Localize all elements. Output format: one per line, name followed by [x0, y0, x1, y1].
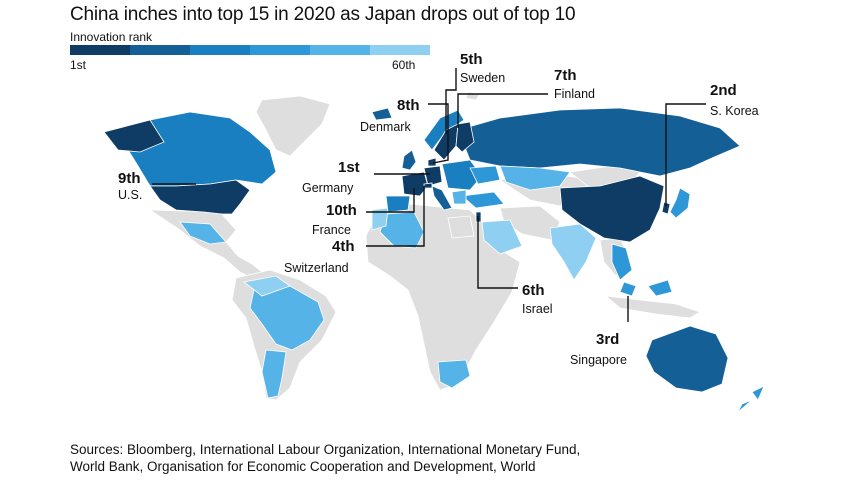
- finland-leader-line: [457, 93, 548, 128]
- callouts: 5th Sweden 7th Finland 8th Denmark 2nd S…: [118, 51, 759, 367]
- switzerland-leader-line: [366, 186, 425, 247]
- skorea-region: [661, 201, 671, 215]
- legend-swatch-1: [70, 45, 130, 55]
- ranked-countries: [103, 107, 765, 413]
- japan-region: [669, 187, 691, 219]
- singapore-name: Singapore: [570, 353, 627, 367]
- saudi-region: [481, 219, 523, 255]
- thailand-region: [611, 243, 633, 281]
- finland-name: Finland: [554, 87, 595, 101]
- legend-max-label: 60th: [392, 58, 416, 72]
- alaska-region: [103, 119, 165, 153]
- map-title: China inches into top 15 in 2020 as Japa…: [70, 4, 576, 25]
- kazakhstan-region: [499, 165, 571, 191]
- germany-name: Germany: [302, 181, 354, 195]
- finland-region: [455, 121, 475, 153]
- skorea-rank: 2nd: [710, 82, 737, 99]
- uk-region: [401, 149, 417, 171]
- south-africa-region: [437, 359, 471, 389]
- morocco-region: [371, 207, 389, 231]
- legend-swatch-5: [310, 45, 370, 55]
- denmark-rank: 8th: [397, 97, 420, 114]
- us-rank: 9th: [118, 170, 141, 187]
- legend-color-scale: [70, 45, 430, 55]
- israel-name: Israel: [522, 302, 553, 316]
- sources-line-2: World Bank, Organisation for Economic Co…: [70, 459, 536, 474]
- israel-rank: 6th: [522, 282, 545, 299]
- legend-swatch-3: [190, 45, 250, 55]
- legend-swatch-4: [250, 45, 310, 55]
- iceland-region: [371, 107, 393, 121]
- skorea-leader-line: [665, 103, 706, 206]
- indonesia-shape: [604, 295, 701, 319]
- singapore-rank: 3rd: [596, 331, 619, 348]
- us-name: U.S.: [118, 188, 142, 202]
- spain-region: [385, 195, 411, 213]
- sweden-rank: 5th: [460, 51, 483, 68]
- turkey-region: [461, 191, 505, 209]
- legend-min-label: 1st: [70, 58, 87, 72]
- egypt-region: [447, 215, 475, 239]
- france-name: France: [312, 223, 351, 237]
- malaysia-region: [619, 281, 637, 297]
- france-leader-line: [366, 188, 415, 213]
- mexico-region: [179, 221, 227, 245]
- denmark-leader-line: [428, 103, 449, 164]
- sources-note: Sources: Bloomberg, International Labour…: [70, 441, 830, 475]
- mexico-shape: [148, 209, 263, 281]
- india-region: [549, 223, 597, 281]
- arctic-islands-shape: [465, 91, 481, 101]
- israel-leader-line: [477, 216, 518, 289]
- switzerland-name: Switzerland: [284, 261, 349, 275]
- argentina-region: [261, 349, 287, 399]
- sources-line-1: Sources: Bloomberg, International Labour…: [70, 442, 581, 457]
- switzerland-rank: 4th: [332, 238, 355, 255]
- sweden-name: Sweden: [460, 71, 505, 85]
- ukraine-region: [469, 165, 501, 185]
- italy-region: [431, 185, 453, 211]
- venezuela-region: [243, 275, 291, 297]
- greenland-shape: [255, 95, 331, 157]
- finland-rank: 7th: [554, 67, 577, 84]
- legend-title: Innovation rank: [70, 30, 153, 44]
- norway-region: [423, 109, 465, 151]
- new-zealand-region: [737, 385, 765, 413]
- legend-swatch-6: [370, 45, 430, 55]
- borneo-region: [647, 279, 673, 297]
- germany-rank: 1st: [338, 159, 360, 176]
- usa-region: [149, 179, 251, 215]
- denmark-region: [427, 157, 437, 167]
- sweden-leader-line: [445, 68, 457, 134]
- legend-swatch-2: [130, 45, 190, 55]
- denmark-name: Denmark: [360, 120, 411, 134]
- greece-region: [451, 189, 467, 205]
- skorea-name: S. Korea: [710, 104, 759, 118]
- brazil-region: [249, 285, 325, 351]
- switzerland-region: [423, 182, 433, 189]
- china-region: [559, 175, 665, 243]
- france-rank: 10th: [326, 202, 357, 219]
- leader-lines: [152, 68, 706, 322]
- australia-region: [645, 325, 729, 393]
